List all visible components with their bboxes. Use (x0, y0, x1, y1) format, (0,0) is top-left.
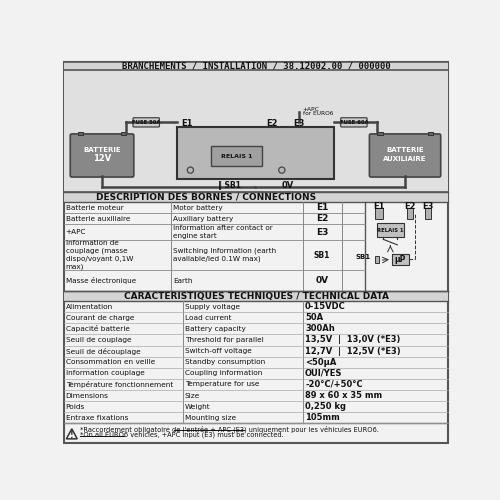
Bar (212, 146, 262, 167)
Bar (377, 223, 404, 237)
Text: Switching Information (earth
available/led 0.1W max): Switching Information (earth available/l… (174, 248, 277, 262)
Text: Temperature for use: Temperature for use (185, 382, 260, 388)
Text: Coupling information: Coupling information (185, 370, 262, 376)
Bar (64, 70, 448, 192)
Text: Seuil de couplage: Seuil de couplage (66, 337, 131, 343)
Text: Information de
couplage (masse
dispo/voyant 0,1W
max): Information de couplage (masse dispo/voy… (66, 240, 133, 270)
Text: Seuil de découplage: Seuil de découplage (66, 348, 140, 354)
Text: Switch-off voltage: Switch-off voltage (185, 348, 252, 354)
Text: 300Ah: 300Ah (305, 324, 335, 334)
Text: Auxiliary battery: Auxiliary battery (174, 216, 234, 222)
Text: E2: E2 (316, 214, 328, 223)
Bar (406, 208, 413, 220)
Text: RELAIS 1: RELAIS 1 (377, 228, 404, 232)
Bar (375, 208, 382, 220)
Text: Consommation en veille: Consommation en veille (66, 359, 155, 365)
Bar (64, 192, 448, 202)
Bar (425, 208, 432, 220)
Text: Standby consumption: Standby consumption (185, 359, 265, 365)
Text: Masse électronique: Masse électronique (66, 277, 136, 284)
Text: Entraxe fixations: Entraxe fixations (66, 415, 128, 421)
Text: Batterie auxiliaire: Batterie auxiliaire (66, 216, 130, 222)
Text: Alimentation: Alimentation (66, 304, 113, 310)
Text: +APC: +APC (66, 229, 86, 235)
Text: RELAIS 1: RELAIS 1 (220, 154, 252, 159)
FancyBboxPatch shape (133, 118, 160, 127)
Text: SB1: SB1 (356, 254, 371, 260)
Text: Mounting size: Mounting size (185, 415, 236, 421)
FancyBboxPatch shape (340, 118, 367, 127)
Bar (177, 127, 334, 180)
Text: !: ! (70, 432, 73, 440)
Text: E2: E2 (404, 202, 415, 211)
Text: 0V: 0V (316, 276, 328, 285)
Text: Capacité batterie: Capacité batterie (66, 326, 130, 332)
Text: Température fonctionnement: Température fonctionnement (66, 381, 173, 388)
Text: 89 x 60 x 35 mm: 89 x 60 x 35 mm (305, 391, 382, 400)
Text: ‖ SB1: ‖ SB1 (218, 181, 240, 190)
Bar (64, 291, 448, 301)
Text: BATTERIE: BATTERIE (386, 147, 424, 153)
Text: *Raccordement obligatoire de l'entrée + APC (E3) uniquement pour les véhicules E: *Raccordement obligatoire de l'entrée + … (80, 425, 378, 432)
Text: for EURO6: for EURO6 (303, 112, 333, 116)
Text: 105mm: 105mm (305, 414, 340, 422)
Bar (120, 132, 126, 136)
Text: OUI/YES: OUI/YES (305, 369, 343, 378)
Text: E2: E2 (266, 120, 278, 128)
Text: Batterie moteur: Batterie moteur (66, 205, 124, 211)
Text: Motor battery: Motor battery (174, 205, 223, 211)
Text: BATTERIE: BATTERIE (83, 147, 121, 153)
Bar (377, 132, 382, 136)
Text: μP: μP (394, 255, 406, 264)
Text: *On all EURO6 vehicles, +APC input (E3) must be connected.: *On all EURO6 vehicles, +APC input (E3) … (80, 432, 284, 438)
Text: Battery capacity: Battery capacity (185, 326, 246, 332)
Text: +APC: +APC (303, 107, 320, 112)
Text: 12,7V  |  12,5V (*E3): 12,7V | 12,5V (*E3) (305, 346, 400, 356)
Text: FUSE 60A: FUSE 60A (340, 120, 368, 125)
Text: Weight: Weight (185, 404, 210, 409)
Text: 50A: 50A (305, 313, 323, 322)
Text: 13,5V  |  13,0V (*E3): 13,5V | 13,0V (*E3) (305, 336, 400, 344)
Text: AUXILIAIRE: AUXILIAIRE (384, 156, 427, 162)
Text: 0,250 kg: 0,250 kg (305, 402, 346, 411)
Text: FUSE 50A: FUSE 50A (132, 120, 160, 125)
Bar (428, 132, 433, 136)
Text: E1: E1 (373, 202, 384, 211)
Text: Information couplage: Information couplage (66, 370, 144, 376)
Text: SB1: SB1 (314, 250, 330, 260)
Text: E3: E3 (422, 202, 434, 211)
Text: Threshold for parallel: Threshold for parallel (185, 337, 264, 343)
Text: 12V: 12V (93, 154, 111, 163)
Text: Supply voltage: Supply voltage (185, 304, 240, 310)
Text: E3: E3 (316, 228, 328, 236)
Text: Information after contact or
engine start: Information after contact or engine star… (174, 226, 273, 239)
Text: Courant de charge: Courant de charge (66, 314, 134, 320)
Bar (78, 132, 84, 136)
Text: Dimensions: Dimensions (66, 392, 108, 398)
Text: E3: E3 (293, 120, 304, 128)
FancyBboxPatch shape (70, 134, 134, 177)
Text: BRANCHEMENTS / INSTALLATION / 38.12002.00 / 000000: BRANCHEMENTS / INSTALLATION / 38.12002.0… (122, 62, 390, 70)
Text: E1: E1 (316, 204, 328, 212)
Text: Earth: Earth (174, 278, 193, 283)
Bar (64, 62, 448, 70)
Text: -20°C/+50°C: -20°C/+50°C (305, 380, 362, 389)
Text: Size: Size (185, 392, 200, 398)
Text: DESCRIPTION DES BORNES / CONNECTIONS: DESCRIPTION DES BORNES / CONNECTIONS (96, 193, 316, 202)
Text: Load current: Load current (185, 314, 232, 320)
FancyBboxPatch shape (370, 134, 440, 177)
Bar (392, 254, 409, 265)
Text: 0-15VDC: 0-15VDC (305, 302, 346, 311)
Text: Poids: Poids (66, 404, 85, 409)
Text: 0V: 0V (281, 181, 293, 190)
Text: E1: E1 (181, 120, 192, 128)
Text: CARACTERISTIQUES TECHNIQUES / TECHNICAL DATA: CARACTERISTIQUES TECHNIQUES / TECHNICAL … (124, 292, 389, 300)
Bar (375, 256, 380, 264)
Text: <50μA: <50μA (305, 358, 336, 366)
